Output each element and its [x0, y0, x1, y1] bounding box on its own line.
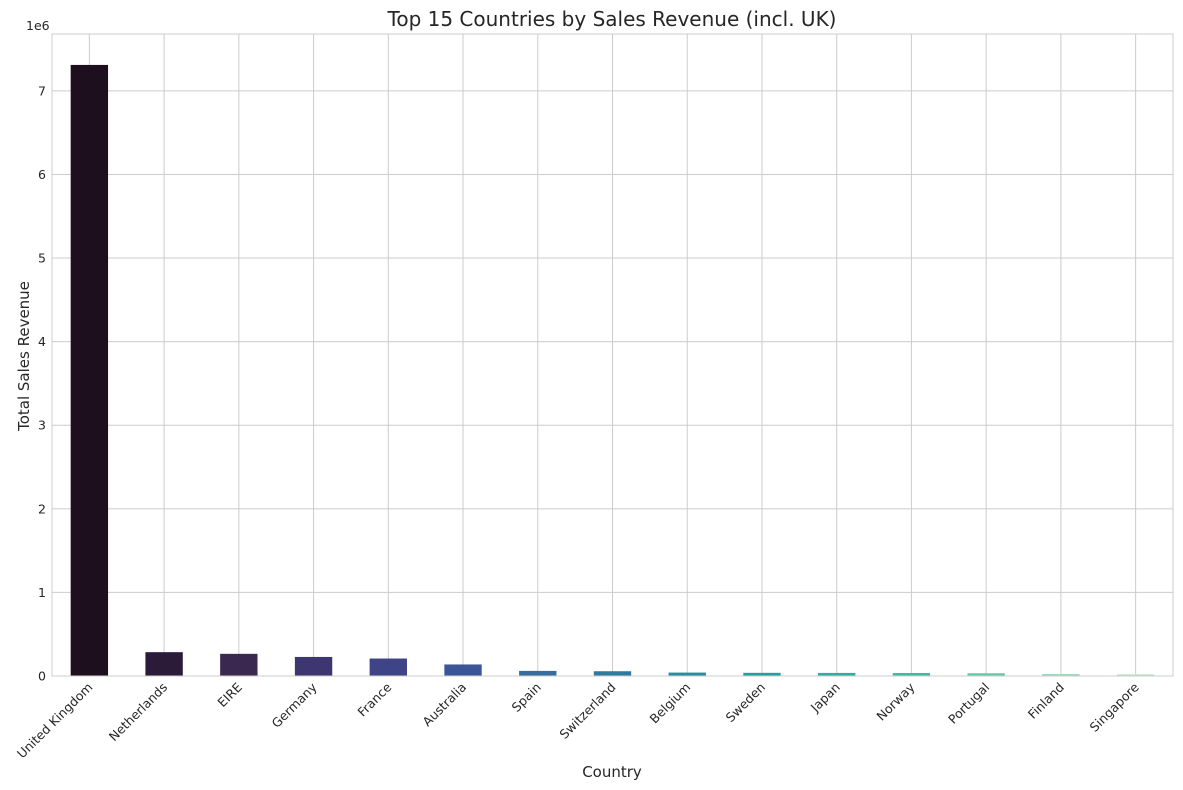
x-tick-label: Spain — [509, 680, 544, 715]
y-tick-labels: 0 1 2 3 4 5 6 7 — [38, 83, 46, 683]
y-tick-label: 0 — [38, 669, 46, 684]
x-tick-label: Netherlands — [106, 680, 170, 744]
x-tick-label: Portugal — [945, 680, 992, 727]
bar-belgium — [668, 672, 706, 676]
x-tick-label: Belgium — [647, 680, 694, 727]
y-axis-offset-label: 1e6 — [26, 18, 50, 33]
x-tick-label: Australia — [419, 680, 469, 730]
y-tick-label: 7 — [38, 83, 46, 98]
y-tick-label: 3 — [38, 418, 46, 433]
y-tick-label: 6 — [38, 167, 46, 182]
bar-netherlands — [145, 652, 183, 676]
bar-united-kingdom — [70, 64, 109, 676]
x-tick-label: Singapore — [1087, 679, 1142, 734]
x-tick-label: EIRE — [214, 679, 245, 710]
bar-germany — [294, 656, 333, 676]
plot-frame — [51, 33, 1174, 677]
bar-eire — [220, 653, 258, 676]
x-tick-label: United Kingdom — [14, 680, 96, 762]
bar-norway — [892, 672, 931, 676]
x-tick-label: Finland — [1025, 680, 1067, 722]
bar-sweden — [743, 672, 781, 676]
bar-australia — [444, 664, 482, 676]
bar-spain — [519, 670, 557, 676]
x-gridlines — [88, 34, 1137, 676]
bar-switzerland — [593, 671, 632, 676]
x-tick-label: Sweden — [723, 680, 769, 726]
y-tick-label: 2 — [38, 501, 46, 516]
x-tick-label: Norway — [873, 679, 918, 724]
y-axis-label: Total Sales Revenue — [15, 281, 33, 432]
bar-singapore — [1116, 674, 1155, 676]
y-tick-label: 1 — [38, 585, 46, 600]
x-axis-label: Country — [582, 763, 642, 781]
x-tick-label: Germany — [268, 679, 320, 731]
x-tick-label: Switzerland — [556, 680, 618, 742]
bar-finland — [1042, 674, 1080, 676]
bars — [70, 64, 1155, 676]
bar-france — [369, 658, 407, 676]
chart-title: Top 15 Countries by Sales Revenue (incl.… — [387, 7, 837, 31]
x-tick-label: Japan — [807, 680, 843, 716]
x-tick-labels: United Kingdom Netherlands EIRE Germany Fran… — [14, 679, 1142, 761]
y-tick-label: 4 — [38, 334, 46, 349]
bar-portugal — [967, 673, 1005, 676]
y-tick-label: 5 — [38, 251, 46, 266]
bar-japan — [818, 672, 856, 676]
x-tick-label: France — [354, 679, 394, 719]
